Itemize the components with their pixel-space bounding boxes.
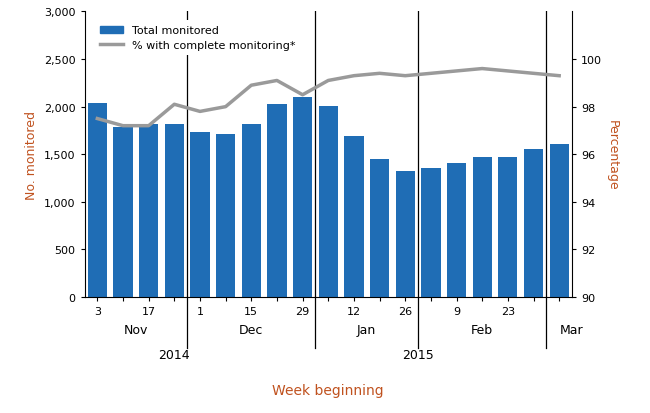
Bar	[113, 127, 133, 297]
Bar	[139, 124, 158, 297]
Bar	[190, 133, 209, 297]
Bar	[318, 107, 338, 297]
Bar	[421, 168, 441, 297]
Text: 2014: 2014	[159, 349, 190, 362]
Bar	[370, 159, 389, 297]
Bar	[473, 158, 492, 297]
Bar	[242, 124, 261, 297]
Bar	[164, 124, 184, 297]
Text: Mar: Mar	[560, 323, 584, 336]
Text: Week beginning: Week beginning	[272, 383, 384, 397]
Y-axis label: No. monitored: No. monitored	[25, 111, 38, 199]
Bar	[447, 164, 466, 297]
Text: Dec: Dec	[239, 323, 263, 336]
Text: 2015: 2015	[402, 349, 434, 362]
Bar	[499, 158, 517, 297]
Y-axis label: Percentage: Percentage	[606, 120, 619, 190]
Text: Jan: Jan	[357, 323, 376, 336]
Text: Feb: Feb	[471, 323, 493, 336]
Bar	[524, 150, 543, 297]
Bar	[216, 135, 235, 297]
Legend: Total monitored, % with complete monitoring*: Total monitored, % with complete monitor…	[95, 21, 301, 56]
Bar	[396, 172, 415, 297]
Text: Nov: Nov	[124, 323, 148, 336]
Bar	[267, 105, 287, 297]
Bar	[88, 104, 107, 297]
Bar	[293, 98, 312, 297]
Bar	[344, 137, 363, 297]
Bar	[549, 145, 569, 297]
